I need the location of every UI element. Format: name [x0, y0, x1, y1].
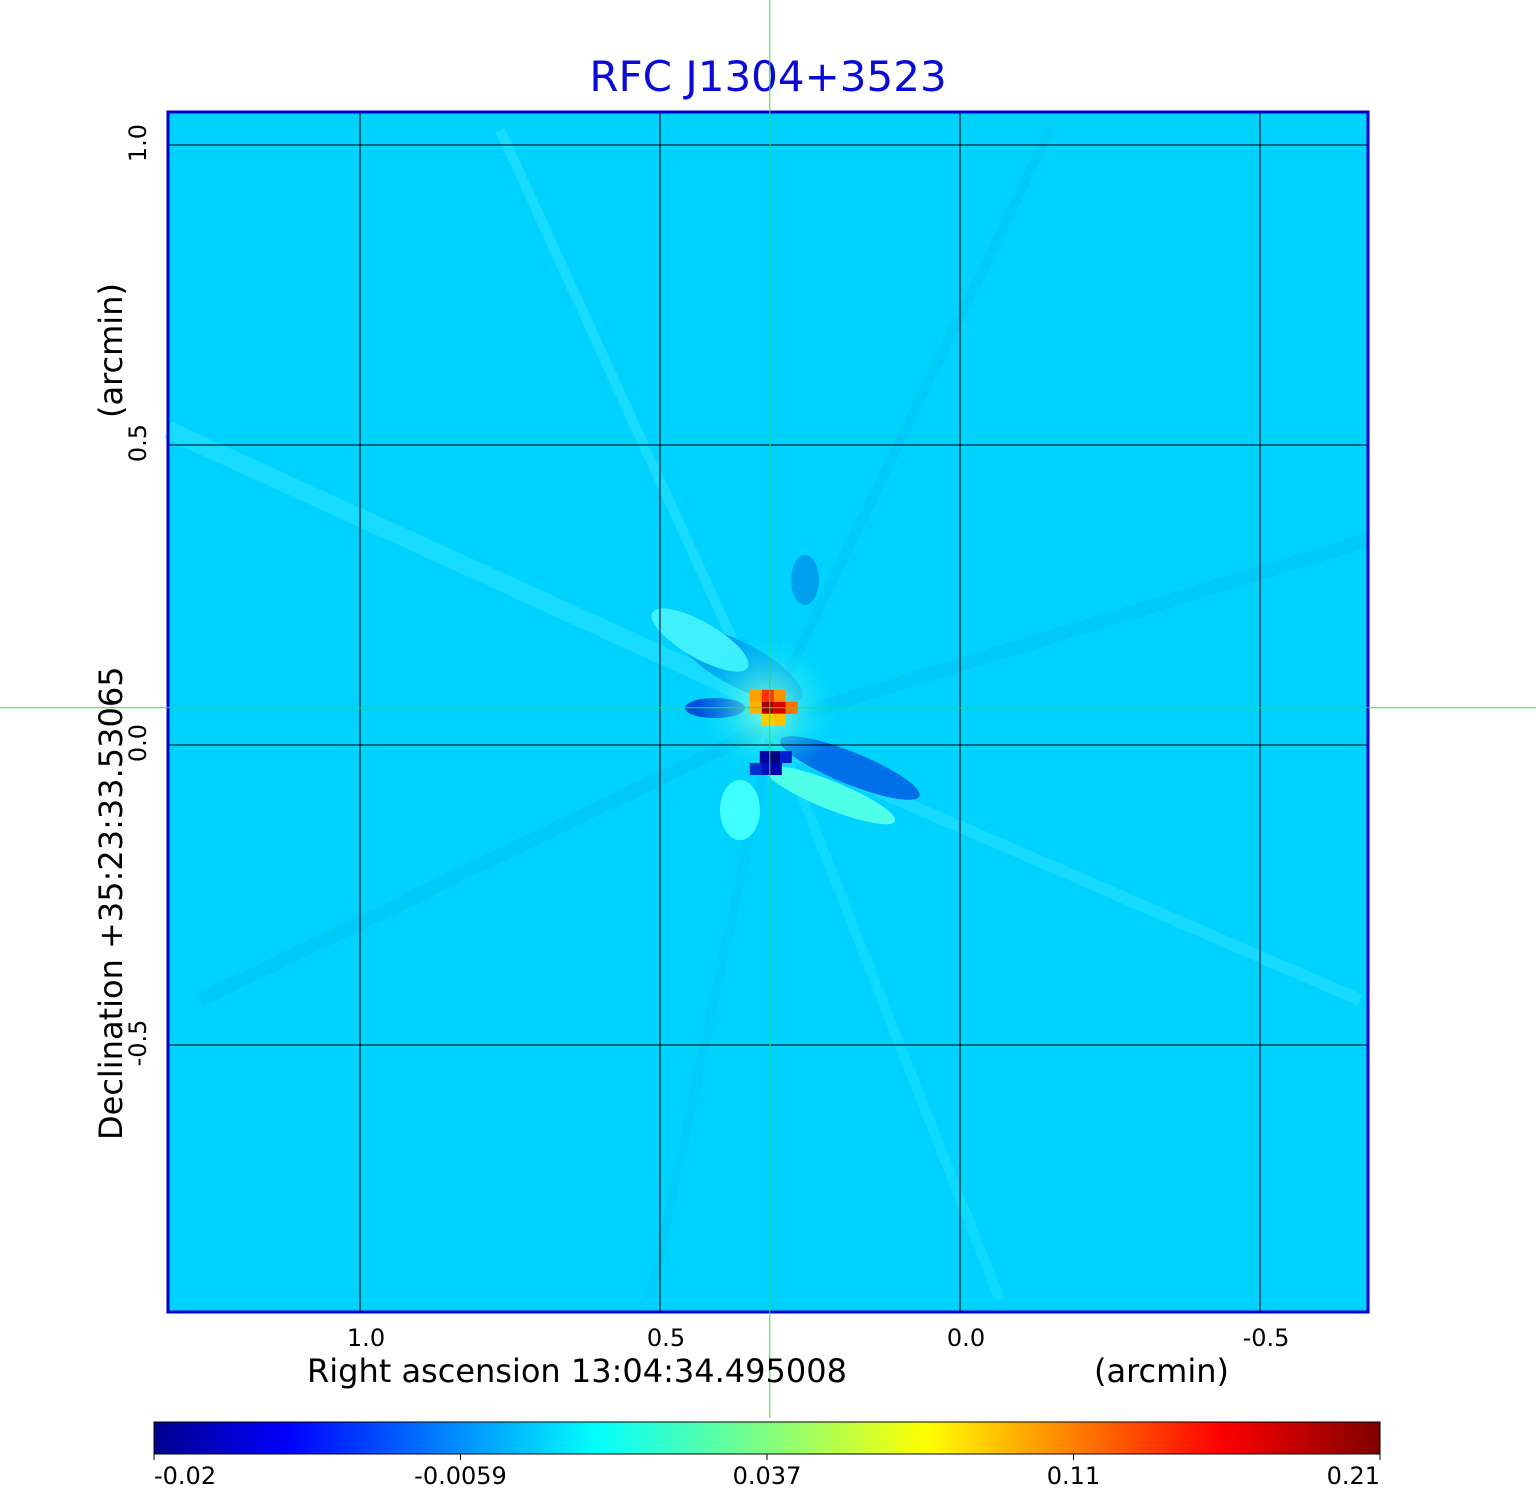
peak-pixel — [773, 689, 786, 702]
x-tick-label: 0.0 — [946, 1324, 986, 1352]
negative-pixel — [759, 751, 772, 763]
negative-pixel — [769, 763, 782, 775]
y-axis-label: Declination +35:23:33.53065 — [92, 666, 130, 1140]
colorbar-tick-label: -0.0059 — [414, 1462, 507, 1490]
crosshair — [0, 0, 1536, 1418]
negative-pixel — [779, 751, 792, 763]
colorbar — [153, 1421, 1381, 1455]
x-tick-label: 0.5 — [646, 1324, 686, 1352]
negative-pixel — [749, 763, 762, 775]
y-axis-unit: (arcmin) — [92, 283, 130, 418]
plot-frame — [166, 110, 1370, 1314]
y-tick-label: 1.0 — [124, 123, 152, 163]
colorbar-tick-label: 0.037 — [732, 1462, 802, 1490]
x-tick-label: 1.0 — [346, 1324, 386, 1352]
x-axis-label: Right ascension 13:04:34.495008 — [307, 1352, 847, 1390]
grid — [168, 112, 1368, 1312]
x-axis-unit: (arcmin) — [1094, 1352, 1229, 1390]
peak-pixel — [773, 713, 786, 726]
peak-pixel — [749, 689, 762, 702]
negative-pixel — [759, 763, 772, 775]
y-tick-label: 0.5 — [124, 423, 152, 463]
peak-pixel — [761, 713, 774, 726]
colorbar-ticks — [153, 1454, 1381, 1460]
peak-pixel — [761, 689, 774, 702]
x-tick-label: -0.5 — [1242, 1324, 1290, 1352]
colorbar-tick-label: 0.11 — [1046, 1462, 1101, 1490]
colorbar-tick-label: 0.21 — [1326, 1462, 1380, 1490]
negative-pixel — [769, 751, 782, 763]
colorbar-tick-label: -0.02 — [154, 1462, 217, 1490]
chart-title: RFC J1304+3523 — [589, 52, 947, 101]
